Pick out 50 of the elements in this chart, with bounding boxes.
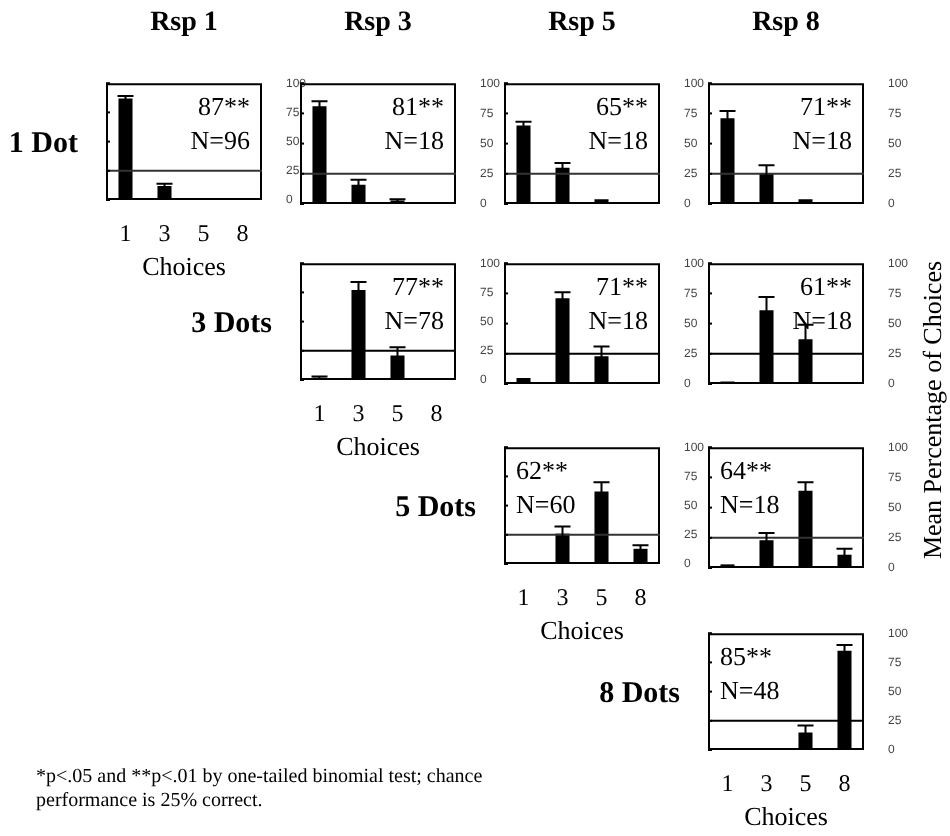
- annotation: N=18: [588, 305, 648, 336]
- x-tick-label: 3: [158, 218, 171, 247]
- annotation: 87**: [198, 91, 250, 122]
- annotation: N=18: [792, 125, 852, 156]
- annotation: 64**: [720, 455, 772, 486]
- x-tick-label: 1: [517, 582, 530, 611]
- annotation: 61**: [800, 271, 852, 302]
- x-tick-label: 3: [556, 582, 569, 611]
- annotation: N=18: [588, 125, 648, 156]
- annotation: N=48: [720, 675, 780, 706]
- chart-title: Rsp 5: [546, 8, 618, 40]
- x-tick-label: 8: [634, 582, 647, 611]
- y-axis-title: 5 Dots: [393, 492, 476, 526]
- y-axis-title: 3 Dots: [189, 308, 272, 342]
- y-axis-title: 8 Dots: [597, 678, 680, 712]
- x-tick-label: 8: [430, 398, 443, 427]
- x-tick-label: 5: [799, 768, 812, 797]
- x-axis-title: Choices: [744, 801, 828, 832]
- text: *p<.05 and **p<.01 by one-tailed binomial test; chance performance is 25% correct.: [36, 766, 485, 814]
- x-tick-label: 8: [236, 218, 249, 247]
- annotation: N=18: [720, 489, 780, 520]
- y-axis-title: 1 Dot: [6, 128, 78, 162]
- annotation: 85**: [720, 641, 772, 672]
- annotation: 81**: [392, 91, 444, 122]
- annotation: 62**: [516, 455, 568, 486]
- annotation: N=60: [516, 489, 576, 520]
- chart-title: Rsp 1: [148, 8, 220, 40]
- annotation: 71**: [800, 91, 852, 122]
- annotation: 77**: [392, 271, 444, 302]
- annotation: N=18: [384, 125, 444, 156]
- x-tick-label: 1: [313, 398, 326, 427]
- x-axis-title: Choices: [142, 251, 226, 282]
- annotation: 71**: [596, 271, 648, 302]
- x-tick-label: 5: [391, 398, 404, 427]
- y2-axis-title: Mean Percentage of Choices: [916, 260, 949, 560]
- x-tick-label: 5: [595, 582, 608, 611]
- x-axis-title: Choices: [540, 615, 624, 646]
- x-tick-label: 8: [838, 768, 851, 797]
- annotation: N=96: [190, 125, 251, 156]
- annotation: N=78: [384, 305, 444, 336]
- x-tick-label: 3: [352, 398, 365, 427]
- x-tick-label: 5: [197, 218, 210, 247]
- x-tick-label: 1: [119, 218, 132, 247]
- annotation: 65**: [596, 91, 648, 122]
- chart-title: Rsp 8: [750, 8, 822, 40]
- x-tick-label: 3: [760, 768, 773, 797]
- x-tick-label: 1: [721, 768, 734, 797]
- x-axis-title: Choices: [336, 431, 420, 462]
- chart-title: Rsp 3: [342, 8, 414, 40]
- annotation: N=18: [792, 305, 852, 336]
